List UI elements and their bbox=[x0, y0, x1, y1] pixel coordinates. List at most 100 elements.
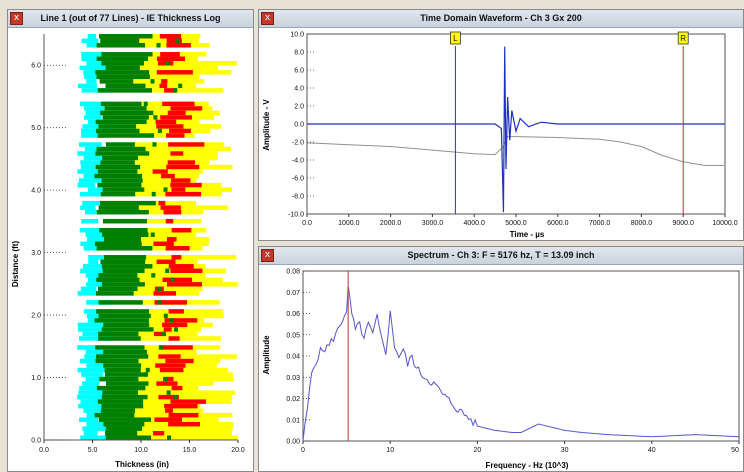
heatmap-cell-green bbox=[96, 209, 149, 215]
heatmap-cell-cyan bbox=[87, 187, 112, 192]
heatmap-cell-cyan bbox=[77, 367, 110, 373]
heatmap-cell-cyan bbox=[83, 70, 104, 75]
cursor-marker-box bbox=[449, 31, 461, 45]
heatmap-cell-cyan bbox=[86, 61, 110, 66]
heatmap-cell-green bbox=[158, 345, 163, 350]
heatmap-cell-green bbox=[105, 426, 142, 431]
heatmap-cell-green bbox=[104, 106, 147, 111]
heatmap-cell-yellow bbox=[145, 83, 196, 89]
heatmap-cell-red bbox=[162, 277, 193, 283]
y-axis-label: Distance (ft) bbox=[11, 241, 20, 288]
heatmap-cell-yellow bbox=[137, 286, 203, 292]
heatmap-cell-green bbox=[173, 88, 178, 93]
heatmap-cell-red bbox=[170, 268, 203, 274]
waveform-title: Time Domain Waveform - Ch 3 Gx 200 bbox=[420, 13, 582, 23]
heatmap-cell-red bbox=[160, 345, 193, 350]
heatmap-cell-green bbox=[103, 255, 147, 260]
heatmap-cell-green bbox=[96, 385, 146, 391]
heatmap-cell-cyan bbox=[79, 191, 114, 197]
close-icon[interactable]: x bbox=[10, 12, 23, 25]
heatmap-cell-cyan bbox=[79, 385, 102, 391]
heatmap-cell-red bbox=[169, 128, 191, 134]
heatmap-cell-red bbox=[166, 133, 185, 138]
heatmap-cell-red bbox=[153, 241, 174, 247]
y-tick-label: 0.01 bbox=[286, 417, 300, 424]
thickness-log-titlebar[interactable]: x Line 1 (out of 77 Lines) - IE Thicknes… bbox=[8, 10, 253, 28]
heatmap-cell-cyan bbox=[77, 394, 113, 400]
y-tick-label: 6.0 bbox=[294, 68, 304, 75]
heatmap-cell-cyan bbox=[85, 349, 110, 355]
y-tick-label: 0.00 bbox=[286, 439, 300, 446]
heatmap-cell-green bbox=[99, 227, 148, 233]
close-icon[interactable]: x bbox=[261, 249, 274, 262]
heatmap-cell-green bbox=[94, 318, 149, 323]
heatmap-cell-cyan bbox=[83, 309, 108, 314]
heatmap-cell-green bbox=[102, 390, 139, 395]
heatmap-cell-green bbox=[96, 354, 149, 359]
heatmap-cell-green bbox=[158, 286, 163, 292]
heatmap-cell-green bbox=[100, 259, 146, 265]
heatmap-cell-red bbox=[166, 38, 182, 44]
heatmap-cell-green bbox=[95, 119, 147, 125]
heatmap-cell-green bbox=[106, 381, 149, 386]
heatmap-cell-green bbox=[96, 56, 149, 62]
spectrum-titlebar[interactable]: x Spectrum - Ch 3: F = 5176 hz, T = 13.0… bbox=[259, 247, 743, 265]
y-tick-label: 4.0 bbox=[31, 188, 41, 195]
heatmap-cell-cyan bbox=[83, 173, 105, 179]
y-tick-label: -8.0 bbox=[292, 194, 304, 201]
waveform-chart[interactable]: Amplitude - V Time - µs -10.0 -8.0 -6.0 -4.… bbox=[259, 28, 743, 240]
heatmap-cell-cyan bbox=[83, 408, 116, 413]
heatmap-cell-cyan bbox=[80, 164, 96, 170]
heatmap-cell-yellow bbox=[138, 376, 234, 382]
y-axis-label: Amplitude - V bbox=[262, 99, 271, 151]
y-tick-label: 2.0 bbox=[31, 313, 41, 320]
heatmap-cell-red bbox=[168, 264, 194, 269]
y-tick-label: 2.0 bbox=[294, 104, 304, 111]
x-tick-label: 10 bbox=[386, 447, 394, 454]
heatmap-cell-green bbox=[100, 200, 153, 206]
thickness-log-chart[interactable]: Distance (ft) Thickness (in) 0.0 1.0 2.0 3.… bbox=[8, 28, 253, 471]
heatmap-cell-cyan bbox=[80, 399, 98, 404]
heatmap-cell-cyan bbox=[82, 381, 100, 386]
heatmap-cell-cyan bbox=[78, 142, 102, 147]
heatmap-cell-green bbox=[174, 38, 179, 44]
heatmap-cell-red bbox=[168, 412, 199, 418]
heatmap-cell-red bbox=[163, 327, 172, 332]
heatmap-cell-green bbox=[150, 232, 155, 237]
heatmap-cell-green bbox=[145, 367, 150, 373]
heatmap-cell-red bbox=[165, 358, 194, 364]
heatmap-cell-cyan bbox=[82, 264, 109, 269]
x-axis-label: Thickness (in) bbox=[115, 460, 169, 469]
heatmap-cell-cyan bbox=[81, 52, 108, 57]
heatmap-cell-yellow bbox=[141, 241, 209, 247]
heatmap-cell-green bbox=[96, 43, 146, 48]
heatmap-cell-red bbox=[153, 291, 177, 296]
heatmap-cell-yellow bbox=[152, 200, 197, 206]
heatmap-cell-green bbox=[101, 394, 148, 400]
heatmap-cell-green bbox=[156, 43, 161, 48]
close-icon[interactable]: x bbox=[261, 12, 274, 25]
x-tick-label: 10000.0 bbox=[712, 220, 737, 227]
cursor-marker-label: R bbox=[680, 34, 686, 43]
heatmap-cell-green bbox=[97, 88, 153, 93]
spectrum-chart[interactable]: Amplitude Frequency - Hz (10^3) 0.00 0.01… bbox=[259, 265, 743, 471]
heatmap-cell-yellow bbox=[137, 273, 206, 278]
heatmap-cell-green bbox=[161, 331, 166, 337]
heatmap-cell-yellow bbox=[138, 390, 236, 395]
heatmap-cell-green bbox=[103, 322, 150, 328]
heatmap-cell-cyan bbox=[80, 268, 105, 274]
heatmap-cell-green bbox=[152, 142, 157, 147]
heatmap-cell-green bbox=[105, 430, 138, 436]
heatmap-cell-cyan bbox=[86, 412, 103, 418]
heatmap-cell-green bbox=[97, 169, 138, 174]
heatmap-cell-cyan bbox=[78, 403, 104, 409]
heatmap-cell-cyan bbox=[82, 426, 115, 431]
x-tick-label: 7000.0 bbox=[589, 220, 611, 227]
waveform-titlebar[interactable]: x Time Domain Waveform - Ch 3 Gx 200 bbox=[259, 10, 743, 28]
heatmap-cell-green bbox=[104, 372, 148, 377]
heatmap-cell-green bbox=[101, 327, 154, 332]
heatmap-cell-red bbox=[170, 182, 202, 188]
spectrum-series bbox=[302, 286, 740, 442]
heatmap-cell-cyan bbox=[81, 133, 105, 138]
heatmap-cell-cyan bbox=[88, 255, 110, 260]
